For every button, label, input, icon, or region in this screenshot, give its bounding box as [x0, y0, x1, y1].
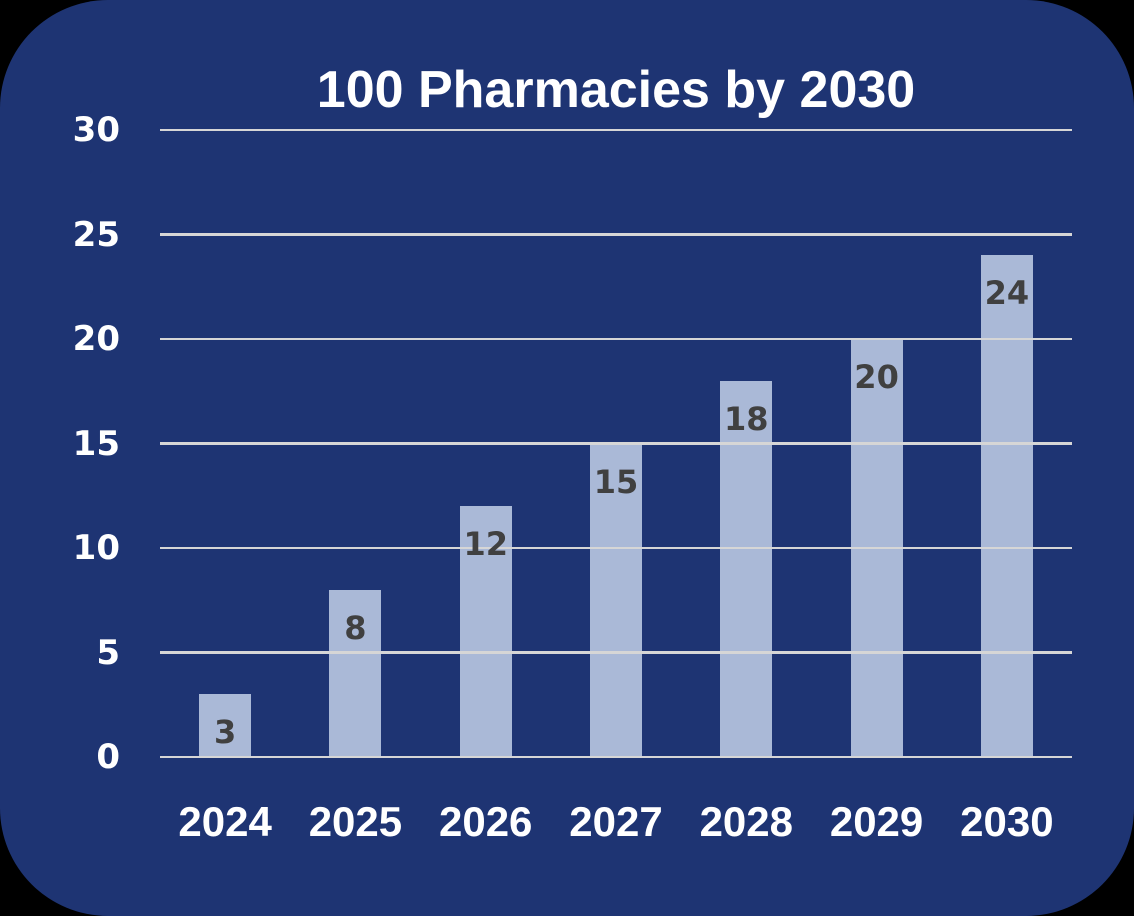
- bar-value-label: 3: [214, 713, 237, 752]
- bar-value-label: 18: [724, 399, 769, 438]
- bar-2027: [590, 443, 642, 757]
- x-tick-label: 2024: [178, 798, 272, 845]
- y-tick-label: 30: [72, 110, 120, 150]
- bar-2025: [329, 589, 382, 757]
- y-tick-label: 5: [96, 632, 120, 673]
- x-tick-label: 2030: [960, 798, 1054, 845]
- gridline-30: [160, 128, 1072, 132]
- x-tick-label: 2028: [699, 798, 793, 845]
- y-tick-label: 20: [72, 319, 120, 359]
- y-tick-label: 15: [72, 423, 120, 464]
- gridline-25: [160, 233, 1072, 236]
- x-tick-label: 2025: [308, 798, 403, 845]
- x-tick-label: 2026: [438, 798, 533, 845]
- gridline-20: [160, 337, 1072, 341]
- gridline-10: [160, 546, 1072, 550]
- y-tick-label: 25: [72, 214, 120, 255]
- x-tick-label: 2029: [829, 798, 924, 845]
- bar-value-label: 12: [463, 525, 508, 564]
- x-tick-label: 2027: [569, 798, 663, 845]
- bar-value-label: 15: [593, 462, 639, 501]
- gridline-0: [160, 755, 1072, 759]
- y-tick-label: 10: [72, 528, 120, 568]
- chart-title: 100 Pharmacies by 2030: [316, 61, 916, 119]
- gridline-5: [160, 651, 1072, 654]
- bar-2030: [980, 255, 1033, 757]
- y-tick-label: 0: [96, 737, 120, 777]
- gridline-15: [160, 442, 1072, 445]
- bar-2024: [199, 694, 252, 757]
- bar-value-label: 24: [984, 274, 1030, 313]
- bar-value-label: 20: [854, 358, 899, 396]
- bar-value-label: 8: [344, 608, 367, 647]
